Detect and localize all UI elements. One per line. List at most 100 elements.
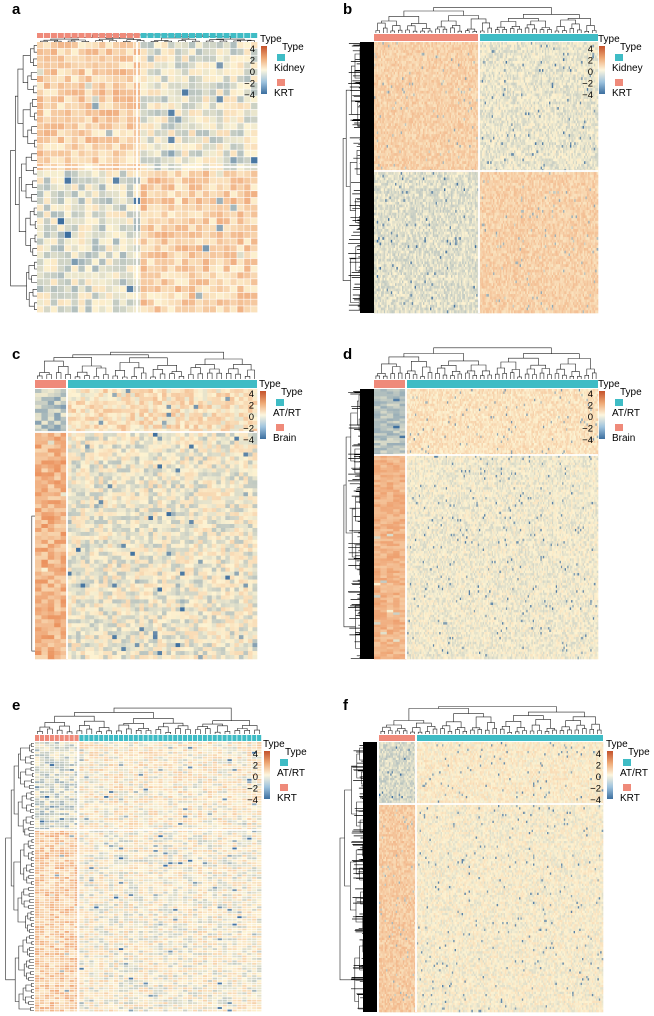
heatmap-cell (175, 150, 181, 156)
heatmap-cell (182, 198, 188, 204)
heatmap-cell (99, 150, 105, 156)
heatmap-cell (127, 171, 133, 177)
heatmap-cell (175, 272, 181, 278)
heatmap-cell (113, 89, 119, 95)
heatmap-cell (92, 110, 98, 116)
heatmap-cell (203, 96, 209, 102)
heatmap-cell (99, 178, 105, 184)
heatmap-cell (168, 252, 174, 258)
heatmap-cell (161, 157, 167, 163)
type-annotation-cell (85, 33, 91, 38)
heatmap-cell (217, 62, 223, 68)
heatmap-cell (37, 96, 43, 102)
heatmap-cell (99, 225, 105, 231)
heatmap-cell (106, 117, 112, 123)
heatmap-cell (141, 96, 147, 102)
heatmap-cell (189, 96, 195, 102)
heatmap-cell (106, 130, 112, 136)
heatmap-cell (251, 110, 257, 116)
heatmap-cell (210, 238, 216, 244)
heatmap-cell (182, 225, 188, 231)
heatmap-cell (203, 293, 209, 299)
heatmap-cell (210, 272, 216, 278)
heatmap-cell (78, 49, 84, 55)
heatmap-cell (65, 225, 71, 231)
heatmap-cell (244, 238, 250, 244)
heatmap-cell (189, 89, 195, 95)
heatmap-cell (92, 103, 98, 109)
heatmap-cell (78, 171, 84, 177)
heatmap-cell (113, 218, 119, 224)
heatmap-cell (154, 178, 160, 184)
heatmap-cell (44, 286, 50, 292)
heatmap-cell (106, 205, 112, 211)
heatmap-cell (251, 225, 257, 231)
heatmap-cell (182, 252, 188, 258)
heatmap-cell (44, 266, 50, 272)
heatmap-cell (78, 76, 84, 82)
heatmap-cell (37, 157, 43, 163)
heatmap-cell (244, 252, 250, 258)
heatmap-cell (210, 293, 216, 299)
heatmap-cell (99, 117, 105, 123)
heatmap-cell (148, 218, 154, 224)
heatmap-cell (217, 238, 223, 244)
type-annotation-bar (37, 33, 257, 38)
heatmap-cell (223, 96, 229, 102)
heatmap-cell (175, 171, 181, 177)
heatmap-cell (237, 123, 243, 129)
heatmap-cell (148, 69, 154, 75)
heatmap-cell (120, 306, 126, 312)
heatmap-cell (58, 286, 64, 292)
heatmap-cell (127, 123, 133, 129)
heatmap-cell (244, 150, 250, 156)
heatmap-cell (37, 252, 43, 258)
heatmap-cell (65, 306, 71, 312)
heatmap-cell (127, 293, 133, 299)
heatmap-cell (99, 286, 105, 292)
heatmap-cell (244, 137, 250, 143)
heatmap-cell (182, 62, 188, 68)
heatmap-cell (78, 56, 84, 62)
heatmap-cell (237, 293, 243, 299)
heatmap-cell (182, 69, 188, 75)
heatmap-cell (148, 245, 154, 251)
heatmap-cell (113, 266, 119, 272)
heatmap-cell (203, 76, 209, 82)
heatmap-cell (223, 178, 229, 184)
heatmap-cell (148, 184, 154, 190)
heatmap-cell (141, 123, 147, 129)
heatmap-cell (92, 130, 98, 136)
heatmap-cell (99, 272, 105, 278)
heatmap-cell (168, 123, 174, 129)
heatmap-cell (72, 184, 78, 190)
heatmap-cell (196, 89, 202, 95)
heatmap-cell (113, 279, 119, 285)
heatmap-cell (237, 205, 243, 211)
heatmap-cell (210, 89, 216, 95)
heatmap-cell (168, 69, 174, 75)
heatmap-cell (210, 117, 216, 123)
heatmap-cell (189, 130, 195, 136)
heatmap-cell (189, 286, 195, 292)
heatmap-cell (51, 144, 57, 150)
heatmap-cell (58, 306, 64, 312)
heatmap-cell (44, 49, 50, 55)
heatmap-cell (113, 62, 119, 68)
heatmap-cell (141, 279, 147, 285)
heatmap-cell (217, 225, 223, 231)
heatmap-cell (51, 286, 57, 292)
heatmap-cell (154, 232, 160, 238)
heatmap-cell (65, 96, 71, 102)
heatmap-cell (148, 299, 154, 305)
heatmap-cell (203, 110, 209, 116)
heatmap-cell (51, 157, 57, 163)
heatmap-cell (237, 49, 243, 55)
heatmap-cell (120, 245, 126, 251)
heatmap-cell (175, 62, 181, 68)
heatmap-cell (154, 56, 160, 62)
heatmap-cell (120, 225, 126, 231)
heatmap-cell (148, 205, 154, 211)
heatmap-cell (244, 205, 250, 211)
heatmap-cell (161, 171, 167, 177)
